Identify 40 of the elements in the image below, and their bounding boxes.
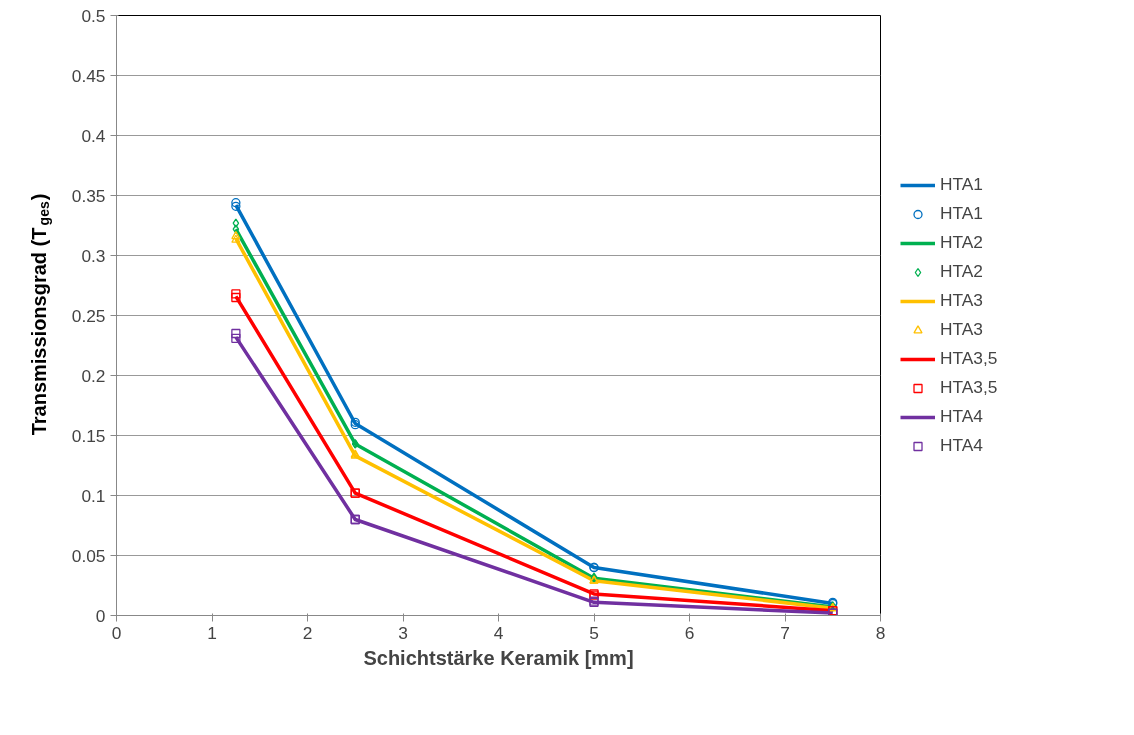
legend-label: HTA4 [940, 406, 984, 427]
y-tick-label: 0.45 [71, 65, 106, 86]
point [231, 292, 241, 303]
y-tick-label: 0.35 [71, 185, 106, 206]
x-tick-label: 3 [398, 622, 408, 643]
x-tick-label: 4 [493, 622, 504, 643]
y-tick-label: 0.25 [71, 305, 106, 326]
y-axis-title: Transmissionsgrad (Tges) [27, 193, 52, 436]
legend-label: HTA3,5 [940, 377, 998, 398]
x-tick-label: 5 [589, 622, 599, 643]
legend-label: HTA1 [940, 203, 984, 224]
y-tick-label: 0.4 [81, 125, 106, 146]
y-tick-label: 0.5 [81, 5, 106, 26]
point [232, 224, 240, 234]
x-tick-label: 8 [875, 622, 886, 643]
point [232, 218, 240, 228]
point [231, 289, 241, 299]
legend-label: HTA4 [940, 435, 984, 456]
legend-label: HTA2 [940, 261, 984, 282]
legend-label: HTA1 [940, 174, 984, 195]
legend-label: HTA3 [940, 319, 984, 340]
y-tick-label: 0.05 [71, 545, 106, 566]
x-tick-label: 2 [302, 622, 313, 643]
y-tick-label: 0 [95, 605, 106, 626]
x-axis-title: Schichtstärke Keramik [mm] [363, 646, 634, 669]
point [231, 333, 241, 343]
y-tick-label: 0.3 [81, 245, 106, 266]
point [231, 231, 241, 240]
point [231, 328, 241, 339]
x-tick-label: 7 [780, 622, 790, 643]
y-tick-label: 0.1 [81, 485, 106, 506]
x-tick-label: 0 [111, 622, 122, 643]
y-tick-label: 0.15 [71, 425, 106, 446]
x-tick-label: 1 [207, 622, 217, 643]
y-tick-label: 0.2 [81, 365, 106, 386]
legend-label: HTA2 [940, 232, 984, 253]
x-tick-label: 6 [684, 622, 695, 643]
legend-label: HTA3,5 [940, 348, 998, 369]
point [231, 234, 241, 243]
legend-label: HTA3 [940, 290, 984, 311]
